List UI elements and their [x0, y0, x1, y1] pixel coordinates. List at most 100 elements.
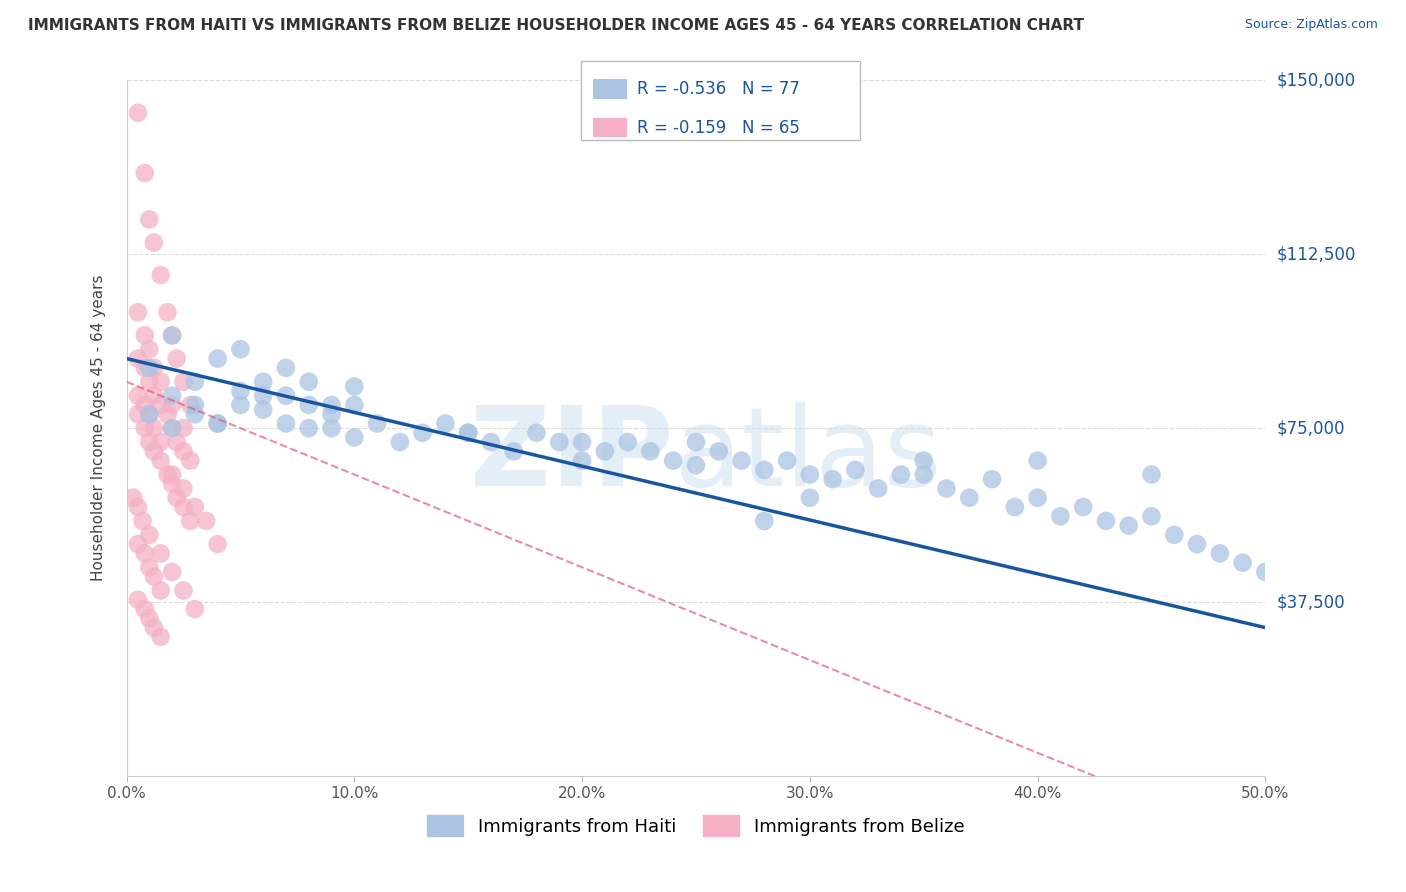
Point — [707, 444, 730, 458]
Point — [166, 351, 188, 366]
Point — [160, 328, 183, 343]
Point — [160, 421, 183, 435]
Point — [179, 398, 201, 412]
Point — [844, 463, 866, 477]
Point — [156, 467, 179, 482]
Point — [343, 430, 366, 444]
Point — [160, 328, 183, 343]
Point — [127, 537, 149, 551]
Point — [138, 407, 160, 421]
Point — [434, 417, 457, 431]
Point — [138, 212, 160, 227]
Point — [134, 546, 156, 560]
Point — [912, 453, 935, 467]
Point — [156, 407, 179, 421]
Point — [1254, 565, 1277, 579]
Point — [1185, 537, 1208, 551]
Point — [138, 528, 160, 542]
Point — [799, 467, 821, 482]
Point — [912, 467, 935, 482]
Point — [184, 375, 207, 389]
Point — [142, 569, 165, 583]
Point — [1026, 491, 1049, 505]
Point — [799, 491, 821, 505]
Point — [754, 463, 776, 477]
Point — [207, 417, 229, 431]
Point — [149, 375, 172, 389]
Y-axis label: Householder Income Ages 45 - 64 years: Householder Income Ages 45 - 64 years — [91, 275, 105, 582]
Point — [274, 417, 297, 431]
Point — [195, 514, 218, 528]
Point — [685, 458, 707, 473]
Point — [138, 343, 160, 357]
Point — [343, 398, 366, 412]
Text: $112,500: $112,500 — [1277, 245, 1355, 263]
Text: ZIP: ZIP — [470, 402, 673, 509]
Point — [149, 268, 172, 282]
Point — [1209, 546, 1232, 560]
Point — [160, 476, 183, 491]
Point — [1140, 509, 1163, 524]
Point — [548, 435, 571, 450]
Point — [730, 453, 752, 467]
Point — [142, 621, 165, 635]
Point — [274, 360, 297, 375]
Point — [172, 500, 194, 514]
Point — [935, 482, 957, 496]
Point — [1118, 518, 1140, 533]
Point — [1071, 500, 1094, 514]
Point — [1095, 514, 1118, 528]
Point — [166, 491, 188, 505]
Point — [172, 375, 194, 389]
Point — [160, 398, 183, 412]
Point — [412, 425, 434, 440]
Point — [127, 351, 149, 366]
Point — [149, 630, 172, 644]
Text: $37,500: $37,500 — [1277, 593, 1346, 611]
Point — [142, 235, 165, 250]
Point — [134, 360, 156, 375]
Point — [184, 398, 207, 412]
Point — [457, 425, 479, 440]
Text: IMMIGRANTS FROM HAITI VS IMMIGRANTS FROM BELIZE HOUSEHOLDER INCOME AGES 45 - 64 : IMMIGRANTS FROM HAITI VS IMMIGRANTS FROM… — [28, 18, 1084, 33]
Point — [252, 389, 274, 403]
Point — [321, 398, 343, 412]
Point — [366, 417, 388, 431]
Point — [134, 421, 156, 435]
Point — [252, 402, 274, 417]
Point — [1140, 467, 1163, 482]
Point — [138, 375, 160, 389]
Point — [160, 467, 183, 482]
Point — [149, 453, 172, 467]
Point — [890, 467, 912, 482]
Point — [138, 560, 160, 574]
Point — [298, 375, 321, 389]
Text: $150,000: $150,000 — [1277, 71, 1355, 89]
Point — [479, 435, 502, 450]
Text: Source: ZipAtlas.com: Source: ZipAtlas.com — [1244, 18, 1378, 31]
Point — [457, 425, 479, 440]
Point — [142, 360, 165, 375]
Point — [127, 500, 149, 514]
Point — [138, 407, 160, 421]
Point — [593, 444, 616, 458]
Point — [252, 375, 274, 389]
Point — [526, 425, 548, 440]
Point — [754, 514, 776, 528]
Point — [1026, 453, 1049, 467]
Point — [134, 166, 156, 180]
Point — [134, 328, 156, 343]
Point — [229, 343, 252, 357]
Point — [571, 435, 593, 450]
Text: atlas: atlas — [673, 402, 942, 509]
Point — [172, 482, 194, 496]
Point — [149, 435, 172, 450]
Point — [957, 491, 980, 505]
Point — [138, 360, 160, 375]
Point — [127, 105, 149, 120]
Point — [172, 444, 194, 458]
Legend: Immigrants from Haiti, Immigrants from Belize: Immigrants from Haiti, Immigrants from B… — [420, 808, 972, 844]
Point — [127, 592, 149, 607]
Point — [207, 351, 229, 366]
Point — [502, 444, 524, 458]
